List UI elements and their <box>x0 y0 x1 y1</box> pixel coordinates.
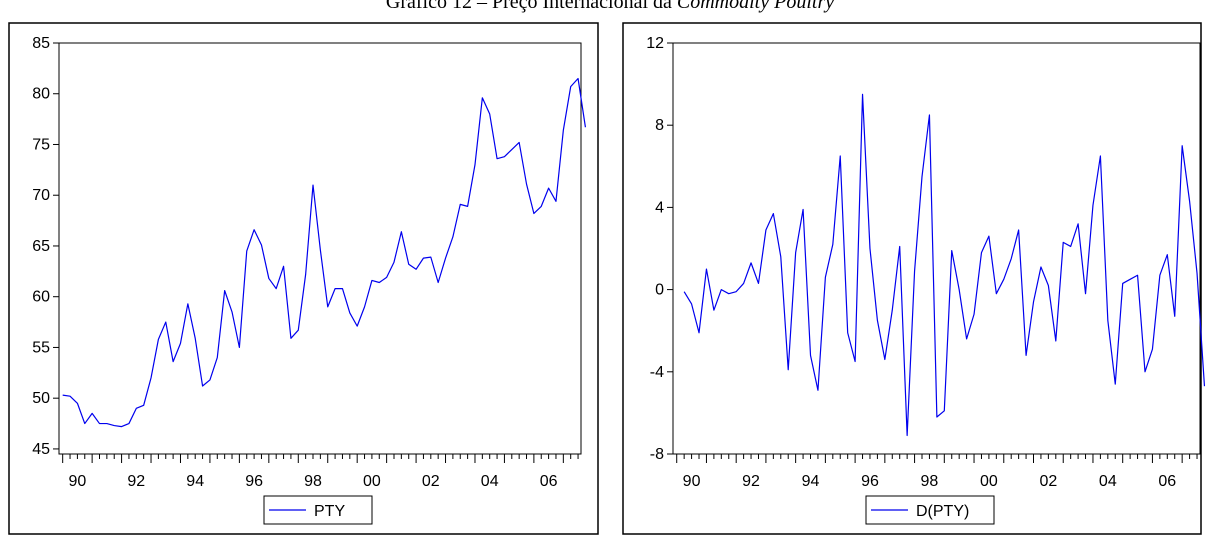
x-tick-label: 00 <box>980 473 998 490</box>
y-tick-label: 75 <box>32 136 50 153</box>
y-tick-label: 8 <box>655 117 664 134</box>
series-line-pty <box>62 77 587 428</box>
series-line-dpty <box>683 93 1206 437</box>
x-tick-label: 04 <box>481 473 499 490</box>
legend: D(PTY) <box>865 495 995 525</box>
y-tick-label: 12 <box>646 35 664 52</box>
y-tick-label: 85 <box>32 35 50 52</box>
y-tick-label: -8 <box>650 446 664 463</box>
panel-frame <box>8 22 599 535</box>
chart-pty-svg: 45 50 55 60 65 70 75 80 85 90 92 94 96 98 00 02 04 06 PTY <box>8 22 599 535</box>
y-tick-label: 70 <box>32 187 50 204</box>
x-tick-label: 98 <box>921 473 939 490</box>
y-tick-label: -4 <box>650 364 664 381</box>
panel-frame <box>622 22 1202 535</box>
x-tick-label: 96 <box>861 473 879 490</box>
x-tick-label: 04 <box>1099 473 1117 490</box>
x-tick-label: 98 <box>304 473 322 490</box>
figure-title: Gráfico 12 – Preço Internacional da Comm… <box>0 0 1220 13</box>
y-tick-label: 65 <box>32 238 50 255</box>
legend-label: PTY <box>314 503 345 520</box>
y-tick-label: 50 <box>32 390 50 407</box>
x-tick-label: 02 <box>1039 473 1057 490</box>
legend: PTY <box>263 495 373 525</box>
x-tick-label: 06 <box>1158 473 1176 490</box>
y-tick-label: 0 <box>655 282 664 299</box>
x-tick-label: 92 <box>742 473 760 490</box>
figure-title-italic: Commodity Poultry <box>676 0 835 13</box>
y-tick-label: 4 <box>655 199 664 216</box>
x-tick-label: 00 <box>363 473 381 490</box>
x-tick-label: 90 <box>683 473 701 490</box>
x-tick-label: 90 <box>69 473 87 490</box>
x-tick-label: 02 <box>422 473 440 490</box>
legend-label: D(PTY) <box>916 503 969 520</box>
figure-title-prefix: Gráfico 12 – Preço Internacional da <box>385 0 677 13</box>
x-tick-label: 96 <box>245 473 263 490</box>
y-tick-label: 80 <box>32 86 50 103</box>
x-tick-label: 92 <box>127 473 145 490</box>
chart-panel-dpty: -8 -4 0 4 8 12 90 92 94 96 98 00 02 04 06 D(PTY) <box>610 22 1220 535</box>
chart-panel-pty: 45 50 55 60 65 70 75 80 85 90 92 94 96 98 00 02 04 06 PTY <box>0 22 610 535</box>
y-tick-label: 45 <box>32 441 50 458</box>
x-tick-label: 94 <box>186 473 204 490</box>
x-tick-label: 06 <box>540 473 558 490</box>
y-tick-label: 55 <box>32 339 50 356</box>
x-tick-label: 94 <box>802 473 820 490</box>
y-tick-label: 60 <box>32 289 50 306</box>
